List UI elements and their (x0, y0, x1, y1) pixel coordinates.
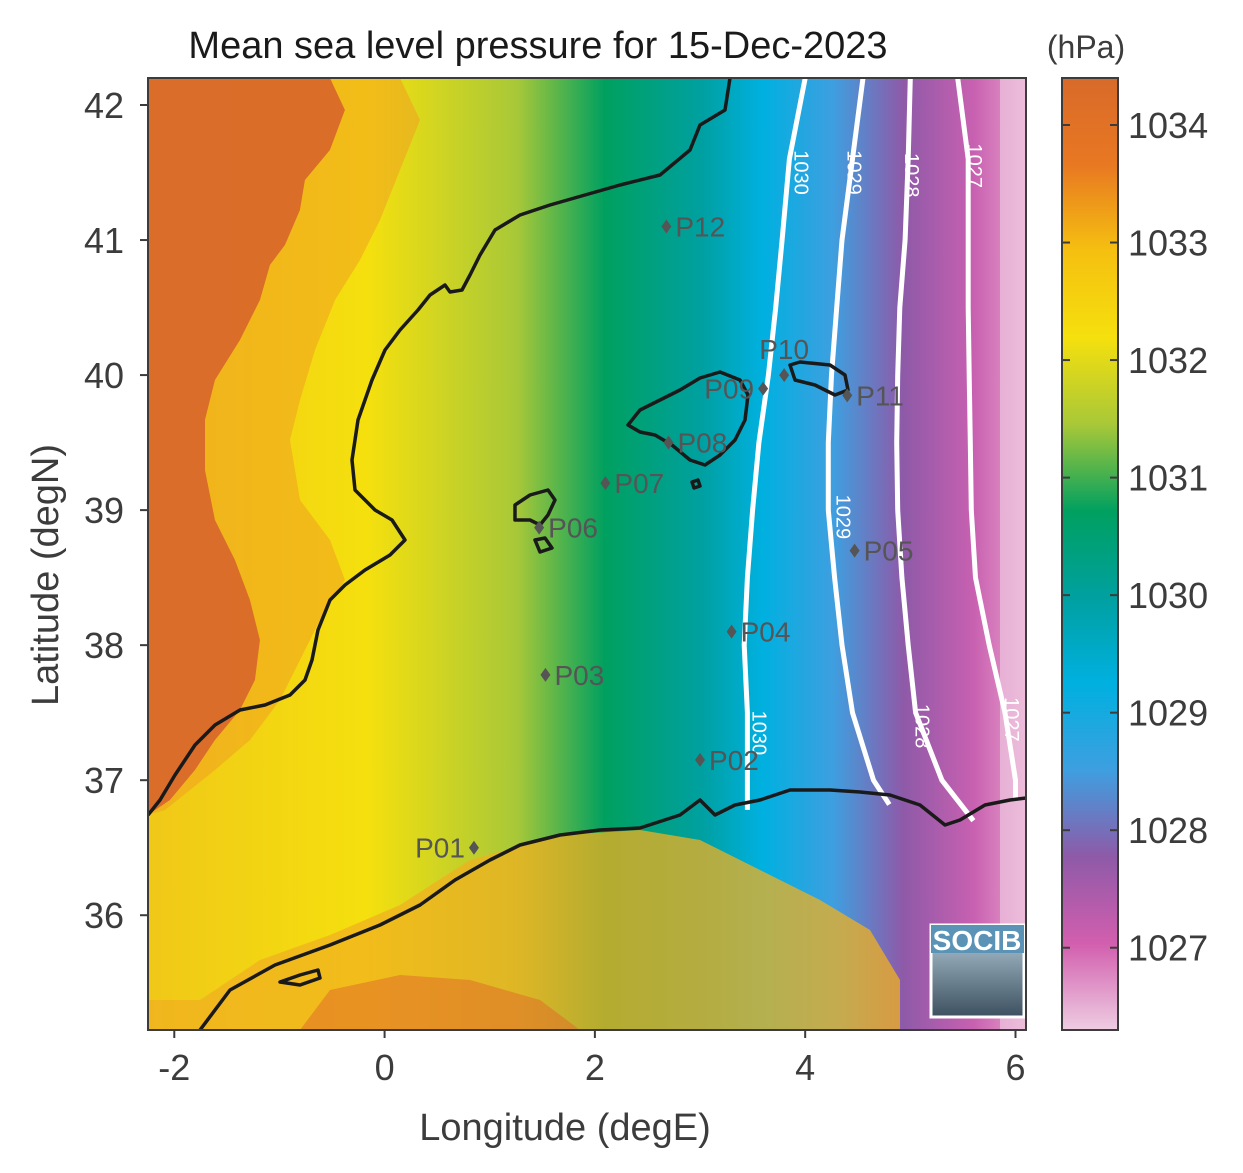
station-marker-P09[interactable] (758, 381, 769, 396)
station-marker-P08[interactable] (663, 435, 674, 450)
station-label-P10: P10 (759, 334, 809, 365)
station-label-P07: P07 (614, 468, 664, 499)
colorbar-tick-label: 1031 (1128, 458, 1208, 499)
y-tick-label: 37 (84, 760, 124, 801)
colorbar-tick-label: 1030 (1128, 575, 1208, 616)
map-frame (147, 77, 1027, 1031)
station-label-P01: P01 (415, 833, 465, 864)
contour-label-1027: 1027 (963, 144, 985, 189)
x-axis-ticks: -2 0 2 4 6 (158, 1030, 1026, 1088)
contour-1029 (825, 78, 892, 806)
coastline-cabrera (690, 478, 702, 490)
contour-label-1030: 1030 (748, 711, 770, 756)
contour-1027 (955, 78, 1018, 801)
station-label-P02: P02 (709, 745, 759, 776)
contour-label-1027: 1027 (1000, 697, 1022, 742)
station-label-P09: P09 (704, 374, 754, 405)
station-marker-P12[interactable] (661, 219, 672, 234)
contour-label-1029: 1029 (842, 150, 864, 195)
station-label-P03: P03 (554, 660, 604, 691)
map-title: Mean sea level pressure for 15-Dec-2023 (188, 25, 887, 67)
station-label-P04: P04 (741, 617, 791, 648)
land-iberia-transition (148, 78, 420, 815)
station-marker-P03[interactable] (540, 667, 551, 682)
station-label-P06: P06 (548, 513, 598, 544)
colorbar-ticks: 1034 1033 1032 1031 1030 1029 1028 1027 (1062, 105, 1208, 969)
x-tick-label: 0 (375, 1047, 395, 1088)
coastline-formentera (533, 536, 554, 554)
x-axis-label: Longitude (degE) (419, 1107, 711, 1149)
colorbar (1061, 77, 1119, 1031)
station-marker-P10[interactable] (779, 368, 790, 383)
land-iberia (148, 78, 345, 815)
station-label-P11: P11 (856, 380, 904, 411)
x-tick-label: -2 (158, 1047, 190, 1088)
colorbar-unit-label: (hPa) (1047, 29, 1125, 65)
contour-label-1029: 1029 (832, 495, 854, 540)
colorbar-tick-label: 1032 (1128, 340, 1208, 381)
contour-layer: 1030 1030 1029 1029 1028 1028 1027 1027 (741, 78, 1022, 823)
station-marker-P04[interactable] (726, 624, 737, 639)
coastline-alboran-island (278, 968, 322, 987)
y-tick-label: 40 (84, 355, 124, 396)
station-label-P05: P05 (864, 536, 914, 567)
colorbar-tick-label: 1034 (1128, 105, 1208, 146)
x-tick-label: 2 (585, 1047, 605, 1088)
station-label-P08: P08 (677, 428, 727, 459)
colorbar-tick-label: 1029 (1128, 693, 1208, 734)
coastline-north-africa (198, 788, 1026, 1030)
contour-1030 (741, 78, 808, 810)
contour-label-1028: 1028 (911, 704, 933, 749)
map-panel: SOCIB 1030 1030 1029 1029 1028 1028 1027 1027 P… (148, 78, 1026, 1030)
coastline-iberia (148, 78, 732, 817)
station-marker-P01[interactable] (468, 840, 479, 855)
x-tick-label: 4 (795, 1047, 815, 1088)
contour-label-1030: 1030 (790, 150, 812, 195)
coastline-layer (148, 78, 1026, 1030)
land-north-africa-highs (300, 975, 580, 1030)
coastline-ibiza (513, 488, 557, 527)
land-north-africa (148, 830, 900, 1030)
y-tick-label: 39 (84, 490, 124, 531)
y-axis-ticks: 42 41 40 39 38 37 36 (84, 85, 148, 936)
station-marker-P05[interactable] (849, 543, 860, 558)
station-marker-P06[interactable] (534, 520, 545, 535)
colorbar-tick-label: 1033 (1128, 223, 1208, 264)
x-tick-label: 6 (1005, 1047, 1025, 1088)
contour-1028 (894, 78, 976, 823)
station-marker-P11[interactable] (842, 388, 853, 403)
y-tick-label: 36 (84, 895, 124, 936)
colorbar-tick-label: 1028 (1128, 810, 1208, 851)
colorbar-tick-label: 1027 (1128, 928, 1208, 969)
station-label-P12: P12 (675, 212, 725, 243)
y-tick-label: 41 (84, 220, 124, 261)
east-gradient-fade (1000, 78, 1026, 1030)
station-marker-P07[interactable] (600, 476, 611, 491)
y-axis-label: Latitude (degN) (25, 444, 67, 706)
y-tick-label: 42 (84, 85, 124, 126)
socib-logo-text: SOCIB (933, 925, 1022, 956)
station-marker-P02[interactable] (695, 752, 706, 767)
socib-logo: SOCIB (929, 923, 1026, 1019)
y-tick-label: 38 (84, 625, 124, 666)
contour-label-1028: 1028 (900, 153, 922, 198)
